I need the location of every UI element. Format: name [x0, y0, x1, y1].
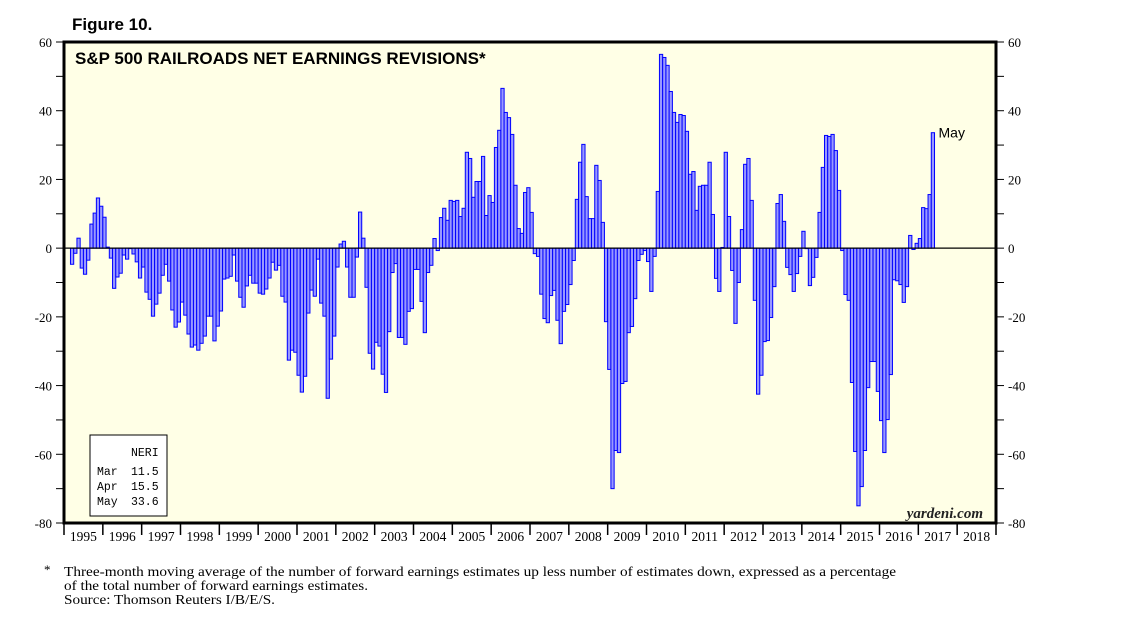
y-tick-label-right: -40 [1008, 379, 1025, 394]
x-tick-label: 2017 [924, 529, 951, 544]
x-tick-label: 2009 [614, 529, 641, 544]
y-tick-label-left: -20 [35, 310, 52, 325]
bar [354, 247, 359, 258]
legend-value: 11.5 [131, 466, 159, 479]
y-tick-label-right: -80 [1008, 516, 1025, 531]
bar [904, 247, 910, 288]
x-tick-label: 2015 [847, 529, 874, 544]
x-tick-label: 2011 [692, 529, 719, 544]
bar [73, 247, 78, 254]
bar [930, 132, 936, 249]
y-tick-label-right: 60 [1008, 35, 1021, 50]
bar [341, 240, 347, 249]
legend-month: Apr [97, 481, 118, 494]
x-tick-label: 2014 [808, 529, 835, 544]
bar [798, 247, 803, 257]
figure-label: Figure 10. [72, 15, 152, 34]
x-tick-label: 2012 [730, 529, 757, 544]
x-tick-label: 2016 [885, 529, 912, 544]
bar [726, 216, 732, 249]
y-tick-label-left: -40 [35, 379, 52, 394]
bar [102, 216, 107, 249]
x-tick-label: 1999 [225, 529, 252, 544]
bar [124, 247, 130, 260]
bar [710, 213, 715, 249]
y-tick-label-right: 0 [1008, 241, 1015, 256]
x-tick-label: 2005 [458, 529, 485, 544]
x-tick-label: 2003 [381, 529, 408, 544]
bar [749, 199, 754, 249]
x-tick-label: 2006 [497, 529, 524, 544]
y-tick-label-right: 20 [1008, 172, 1021, 187]
legend-month: Mar [97, 466, 118, 479]
footnote-marker: * [44, 562, 51, 577]
x-tick-label: 1995 [70, 529, 97, 544]
bar [361, 237, 366, 249]
bar [571, 247, 576, 262]
legend-box: NERI Mar 11.5 Apr 15.5 May 33.6 [89, 434, 168, 517]
bar [76, 237, 81, 249]
bar [600, 221, 605, 249]
footnote-line2: of the total number of forward earnings … [64, 578, 368, 593]
bar [801, 230, 806, 249]
x-tick-label: 2018 [963, 529, 990, 544]
watermark: yardeni.com [905, 506, 983, 522]
x-tick-label: 2010 [652, 529, 679, 544]
y-tick-label-left: 0 [46, 241, 53, 256]
y-tick-label-right: -60 [1008, 447, 1025, 462]
bar [772, 247, 777, 288]
bar [736, 247, 741, 283]
y-tick-label-left: -60 [35, 447, 52, 462]
chart-title: S&P 500 RAILROADS NET EARNINGS REVISIONS… [75, 49, 486, 68]
bar [814, 247, 819, 258]
x-tick-label: 2013 [769, 529, 796, 544]
bars-group [69, 53, 936, 507]
x-tick-label: 2007 [536, 529, 563, 544]
bar [836, 189, 842, 249]
end-annotation: May [939, 125, 965, 141]
legend-month: May [97, 496, 118, 509]
bar [432, 238, 437, 249]
y-tick-label-right: 40 [1008, 104, 1021, 119]
y-tick-label-right: -20 [1008, 310, 1025, 325]
bar [717, 247, 722, 292]
bar [652, 247, 657, 257]
bar [335, 247, 340, 268]
x-tick-label: 2004 [419, 529, 446, 544]
bar [529, 211, 534, 249]
footnote-line1: Three-month moving average of the number… [64, 564, 896, 579]
legend-value: 15.5 [131, 481, 159, 494]
y-tick-label-left: -80 [35, 516, 52, 531]
y-tick-label-left: 40 [39, 104, 52, 119]
x-tick-label: 2008 [575, 529, 602, 544]
plot-frame [62, 40, 998, 525]
x-tick-label: 2000 [264, 529, 291, 544]
y-tick-label-left: 60 [39, 35, 52, 50]
bar [781, 220, 787, 249]
bar [86, 247, 91, 261]
x-tick-label: 2002 [342, 529, 369, 544]
legend-value: 33.6 [131, 496, 159, 509]
x-tick-label: 2001 [303, 529, 330, 544]
legend-header: NERI [131, 447, 159, 460]
x-tick-label: 1998 [186, 529, 213, 544]
bar [908, 234, 913, 249]
x-tick-label: 1996 [109, 529, 136, 544]
x-tick-label: 1997 [148, 529, 175, 544]
bar [429, 247, 434, 266]
footnote-source: Source: Thomson Reuters I/B/E/S. [64, 592, 275, 607]
y-tick-label-left: 20 [39, 172, 52, 187]
